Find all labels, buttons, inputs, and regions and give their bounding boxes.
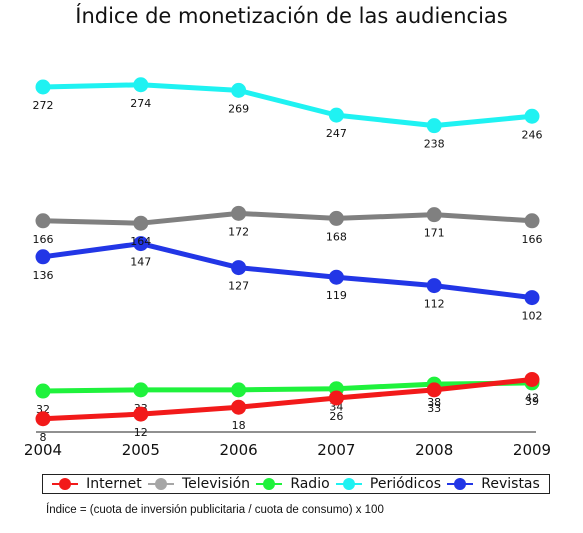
x-tick-label: 2005 — [122, 441, 160, 459]
data-label-television: 168 — [326, 230, 347, 243]
data-point-radio — [133, 382, 149, 398]
line-chart: 2004200520062007200820093233333438391361… — [24, 77, 551, 459]
data-point-internet — [231, 399, 247, 415]
data-point-television — [328, 210, 344, 226]
data-label-revistas: 119 — [326, 289, 347, 302]
legend-item-television: Televisión — [147, 476, 251, 492]
data-label-revistas: 112 — [424, 298, 445, 311]
footnote: Índice = (cuota de inversión publicitari… — [46, 504, 384, 516]
legend-swatch — [52, 478, 79, 490]
data-label-periodicos: 272 — [33, 99, 54, 112]
data-label-radio: 38 — [427, 396, 441, 409]
data-point-television — [133, 215, 149, 231]
chart-title: Índice de monetización de las audiencias — [75, 4, 508, 28]
data-point-revistas — [133, 236, 149, 252]
series-internet: 8 12 18 26 33 42 — [35, 371, 540, 444]
data-point-periodicos — [524, 108, 540, 124]
legend-label: Revistas — [481, 476, 540, 492]
data-point-television — [35, 213, 51, 229]
series-line-revistas — [40, 241, 535, 301]
data-label-internet: 42 — [525, 391, 539, 404]
data-label-internet: 8 — [40, 431, 47, 444]
series-radio: 323333343839 — [35, 375, 540, 416]
data-point-television — [426, 207, 442, 223]
data-point-periodicos — [35, 79, 51, 95]
data-point-periodicos — [133, 77, 149, 93]
data-label-television: 164 — [130, 235, 151, 248]
legend-item-revistas: Revistas — [447, 476, 540, 492]
data-point-revistas — [524, 290, 540, 306]
data-label-internet: 26 — [329, 410, 343, 423]
legend-label: Periódicos — [369, 476, 442, 492]
data-label-revistas: 127 — [228, 280, 249, 293]
series-line-internet — [40, 376, 535, 422]
data-label-television: 166 — [33, 233, 54, 246]
data-point-radio — [231, 382, 247, 398]
legend-item-periodicos: Periódicos — [335, 476, 442, 492]
legend-swatch — [335, 478, 362, 490]
series-line-television — [40, 210, 535, 226]
legend-item-internet: Internet — [52, 476, 142, 492]
data-point-revistas — [328, 269, 344, 285]
data-point-internet — [426, 382, 442, 398]
data-label-revistas: 147 — [130, 256, 151, 269]
data-point-internet — [328, 390, 344, 406]
legend-item-radio: Radio — [256, 476, 330, 492]
legend-swatch — [147, 478, 174, 490]
data-point-television — [524, 213, 540, 229]
series-television: 166 164 172 168 171 166 — [33, 205, 543, 248]
data-point-periodicos — [231, 82, 247, 98]
data-label-internet: 18 — [232, 419, 246, 432]
data-point-revistas — [35, 249, 51, 265]
x-tick-label: 2009 — [513, 441, 551, 459]
series-line-periodicos — [40, 82, 535, 129]
series-line-radio — [40, 380, 535, 394]
data-label-periodicos: 247 — [326, 127, 347, 140]
data-point-periodicos — [328, 107, 344, 123]
x-tick-label: 2007 — [317, 441, 355, 459]
series-periodicos: 272 274 269 247 238 246 — [33, 77, 543, 151]
data-label-periodicos: 269 — [228, 102, 249, 115]
data-point-revistas — [231, 260, 247, 276]
data-label-television: 166 — [522, 233, 543, 246]
legend-swatch — [256, 478, 283, 490]
legend-swatch — [447, 478, 474, 490]
data-point-periodicos — [426, 118, 442, 134]
data-label-revistas: 102 — [522, 310, 543, 323]
legend-label: Internet — [86, 476, 142, 492]
data-label-television: 172 — [228, 225, 249, 238]
data-label-periodicos: 238 — [424, 138, 445, 151]
legend: Internet Televisión Radio Periódicos Revista… — [42, 474, 550, 494]
x-tick-label: 2004 — [24, 441, 62, 459]
data-label-internet: 12 — [134, 426, 148, 439]
data-label-periodicos: 274 — [130, 97, 151, 110]
data-label-internet: 33 — [427, 402, 441, 415]
data-point-radio — [35, 383, 51, 399]
data-label-radio: 39 — [525, 395, 539, 408]
data-point-internet — [35, 411, 51, 427]
series-revistas: 136 147 127 119 112 102 — [33, 236, 543, 323]
data-label-revistas: 136 — [33, 269, 54, 282]
data-point-internet — [524, 371, 540, 387]
legend-label: Radio — [290, 476, 330, 492]
data-point-revistas — [426, 278, 442, 294]
data-point-television — [231, 205, 247, 221]
data-label-television: 171 — [424, 227, 445, 240]
x-tick-label: 2006 — [220, 441, 258, 459]
x-tick-label: 2008 — [415, 441, 453, 459]
data-label-periodicos: 246 — [522, 128, 543, 141]
data-point-internet — [133, 406, 149, 422]
legend-label: Televisión — [181, 476, 251, 492]
